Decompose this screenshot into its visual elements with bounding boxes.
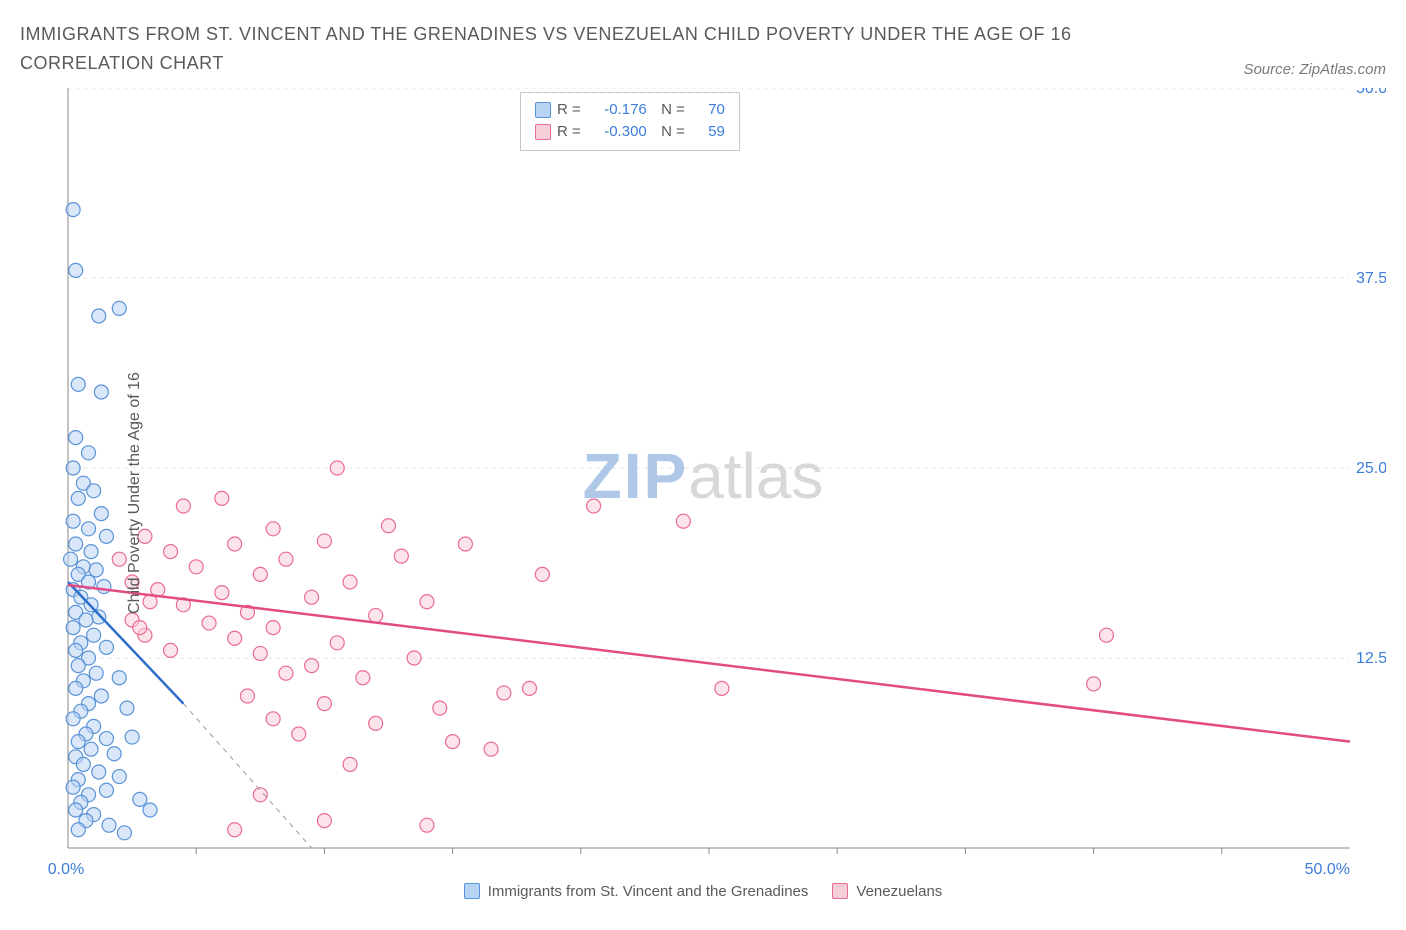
n-label: N = (653, 99, 685, 122)
svg-text:25.0%: 25.0% (1356, 460, 1386, 477)
correlation-row: R = -0.176 N = 70 (535, 99, 725, 122)
chart-title: IMMIGRANTS FROM ST. VINCENT AND THE GREN… (20, 20, 1170, 78)
correlation-legend: R = -0.176 N = 70 R = -0.300 N = 59 (520, 92, 740, 151)
legend-swatch (535, 102, 551, 118)
n-label: N = (653, 121, 685, 144)
r-value: -0.300 (587, 121, 647, 144)
r-label: R = (557, 121, 581, 144)
r-value: -0.176 (587, 99, 647, 122)
y-axis-label: Child Poverty Under the Age of 16 (126, 372, 144, 614)
svg-text:37.5%: 37.5% (1356, 270, 1386, 287)
legend-swatch (464, 883, 480, 899)
legend-label: Venezuelans (856, 883, 942, 900)
n-value: 59 (691, 121, 725, 144)
legend-item: Immigrants from St. Vincent and the Gren… (464, 883, 809, 900)
scatter-chart: Child Poverty Under the Age of 16 ZIPatl… (20, 88, 1386, 898)
legend-swatch (832, 883, 848, 899)
svg-text:0.0%: 0.0% (48, 861, 84, 878)
svg-text:50.0%: 50.0% (1305, 861, 1350, 878)
legend-label: Immigrants from St. Vincent and the Gren… (488, 883, 809, 900)
r-label: R = (557, 99, 581, 122)
legend-swatch (535, 124, 551, 140)
chart-svg: 12.5% 25.0% 37.5% 50.0% 0.0% 50.0% (20, 88, 1386, 898)
svg-text:12.5%: 12.5% (1356, 650, 1386, 667)
source-attribution: Source: ZipAtlas.com (1243, 61, 1386, 78)
correlation-row: R = -0.300 N = 59 (535, 121, 725, 144)
series-legend: Immigrants from St. Vincent and the Gren… (20, 883, 1386, 900)
legend-item: Venezuelans (832, 883, 942, 900)
n-value: 70 (691, 99, 725, 122)
svg-text:50.0%: 50.0% (1356, 88, 1386, 97)
